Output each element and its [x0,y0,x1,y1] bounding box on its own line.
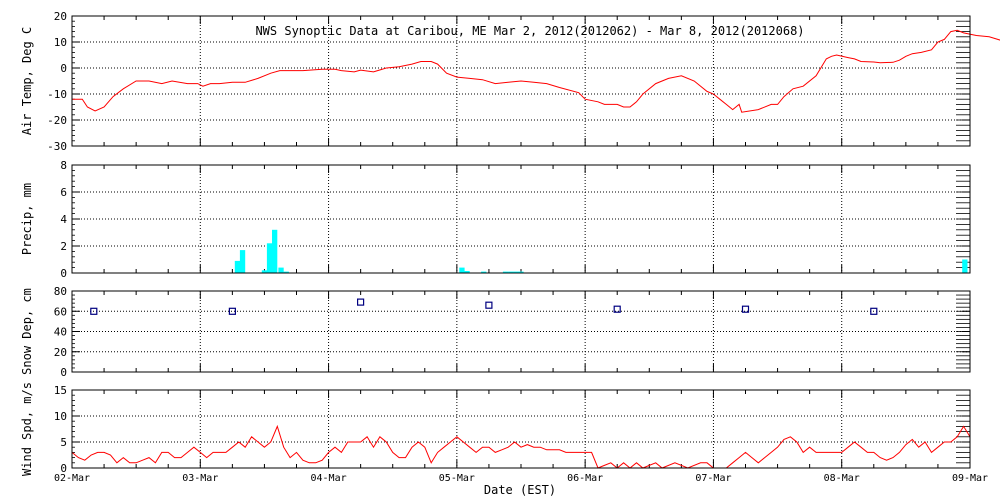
y-tick-label: 15 [54,384,67,397]
x-tick-label: 07-Mar [695,473,731,484]
y-tick-label: 0 [60,366,67,379]
x-axis-label: Date (EST) [484,483,556,497]
snow-depth-point [90,307,98,315]
y-axis-label: Wind Spd, m/s [20,382,34,476]
precip-bar [278,267,284,273]
y-tick-label: 0 [60,462,67,475]
snow-depth-point [870,307,878,315]
y-tick-label: 6 [60,186,67,199]
panel-frame [71,15,971,147]
x-tick-label: 08-Mar [824,473,860,484]
y-tick-label: 8 [60,159,67,172]
snow-depth-point [613,305,621,313]
precip-bar [518,271,524,273]
y-tick-label: 20 [54,346,67,359]
precip-bar [513,271,519,273]
y-tick-label: 0 [60,62,67,75]
y-tick-label: -20 [47,114,67,127]
y-tick-label: 60 [54,305,67,318]
y-axis-label: Precip, mm [20,183,34,255]
precip-bar [272,229,278,273]
panel-frame [71,290,971,373]
x-tick-label: 02-Mar [54,473,90,484]
y-axis-label: Snow Dep, cm [20,288,34,375]
precip-bar [459,267,465,273]
y-tick-label: 80 [54,285,67,298]
snow-depth-point [228,307,236,315]
precip-bar [239,250,246,273]
x-tick-label: 05-Mar [439,473,475,484]
precip-bar [962,259,968,273]
y-axis-label: Air Temp, Deg C [20,27,34,135]
y-tick-label: -10 [47,88,67,101]
snow-depth-point [485,301,493,309]
y-tick-label: 10 [54,36,67,49]
y-tick-label: 4 [60,213,67,226]
precip-bar [266,243,273,273]
y-tick-label: 5 [60,436,67,449]
x-tick-label: 09-Mar [952,473,988,484]
y-tick-label: 10 [54,410,67,423]
y-tick-label: 20 [54,10,67,23]
chart-title: NWS Synoptic Data at Caribou, ME Mar 2, … [255,24,804,38]
y-tick-label: 40 [54,326,67,339]
x-tick-label: 06-Mar [567,473,603,484]
x-tick-label: 04-Mar [311,473,347,484]
precip-bar [283,271,289,273]
snow-depth-point [357,298,365,306]
precip-bar [261,270,268,273]
snow-depth-point [741,305,750,313]
y-tick-label: 2 [60,240,67,253]
precip-bar [508,271,514,273]
precip-bar [464,271,470,273]
panel-frame [71,164,971,274]
y-tick-label: 0 [60,267,67,280]
precip-bar [502,271,509,273]
precip-bar [481,271,487,273]
x-tick-label: 03-Mar [182,473,218,484]
air-temp-series-line [72,29,1000,113]
y-tick-label: -30 [47,140,67,153]
wind-speed-series-line [71,424,971,469]
panel-frame [71,389,971,469]
precip-bar [234,260,241,273]
